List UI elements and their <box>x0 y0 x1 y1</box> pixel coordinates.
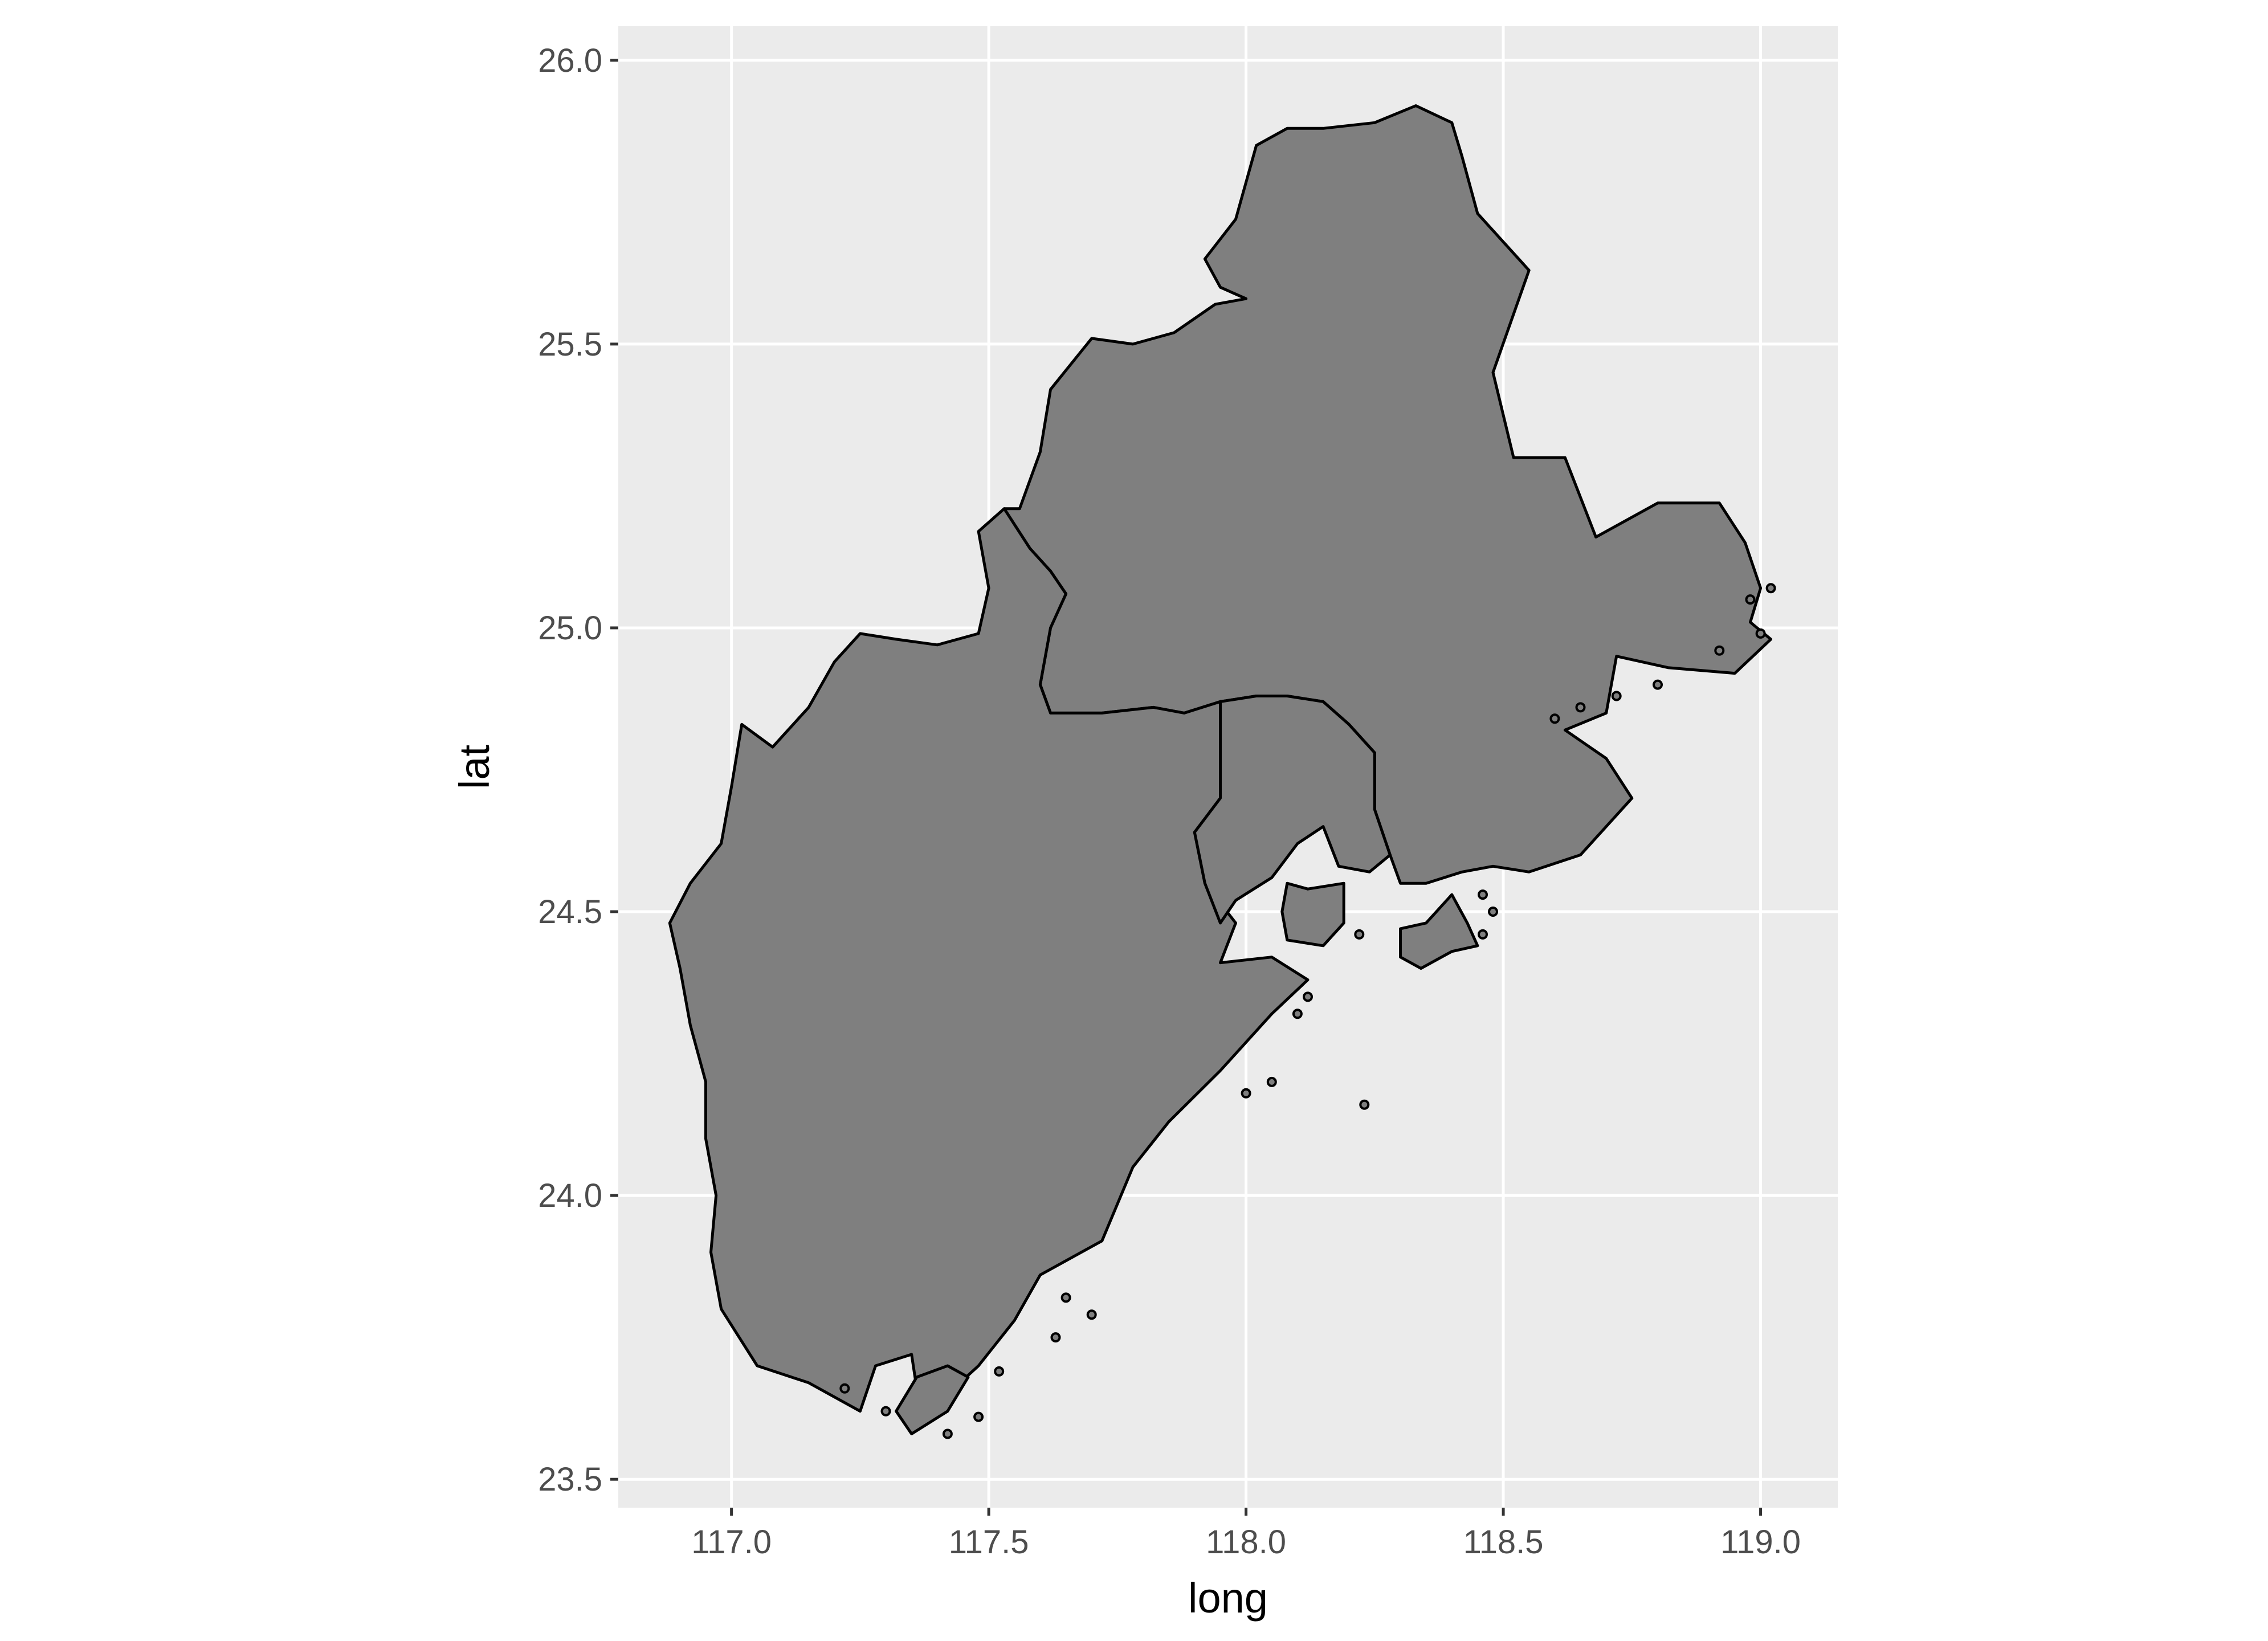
y-tick-label: 25.5 <box>538 326 602 363</box>
islet <box>1714 645 1725 656</box>
y-tick-label: 23.5 <box>538 1461 602 1498</box>
map-islets <box>839 583 1776 1439</box>
islet <box>839 1383 850 1394</box>
region-dongshan-island <box>895 1364 970 1435</box>
region-kinmen-island <box>1399 893 1479 970</box>
islet <box>1266 1076 1277 1087</box>
x-axis: 117.0 117.5 118.0 118.5 119.0 <box>691 1508 1801 1561</box>
islet <box>1478 929 1488 940</box>
islet <box>973 1411 984 1422</box>
y-axis: 23.5 24.0 24.5 25.0 25.5 26.0 <box>538 42 618 1498</box>
islet <box>1611 691 1622 701</box>
islet <box>994 1366 1005 1377</box>
islet <box>942 1428 953 1439</box>
islet <box>1653 679 1663 690</box>
islet <box>1745 594 1756 605</box>
islet <box>1086 1309 1097 1320</box>
y-axis-title: lat <box>451 744 498 789</box>
y-tick-label: 25.0 <box>538 610 602 647</box>
islet <box>1359 1099 1370 1110</box>
islet <box>1488 907 1498 917</box>
x-tick-label: 117.5 <box>949 1524 1029 1561</box>
y-tick-label: 24.5 <box>538 893 602 930</box>
y-tick-label: 26.0 <box>538 42 602 79</box>
islet <box>1060 1292 1071 1303</box>
islet <box>1303 991 1313 1002</box>
map-regions <box>668 104 1773 1435</box>
islet <box>1549 713 1560 724</box>
islet <box>1478 889 1488 900</box>
islet <box>1575 702 1586 713</box>
region-xiamen-island <box>1280 881 1345 948</box>
y-tick-label: 24.0 <box>538 1177 602 1214</box>
islet <box>1241 1088 1251 1099</box>
x-tick-label: 119.0 <box>1720 1524 1801 1561</box>
islet <box>1755 628 1766 639</box>
islet <box>1292 1009 1303 1019</box>
islet <box>1765 583 1776 594</box>
islet <box>880 1406 891 1417</box>
islet <box>1354 929 1365 940</box>
x-tick-label: 118.0 <box>1206 1524 1286 1561</box>
x-tick-label: 117.0 <box>691 1524 772 1561</box>
islet <box>1050 1332 1061 1343</box>
region-middle <box>1193 695 1392 925</box>
x-tick-label: 118.5 <box>1463 1524 1544 1561</box>
x-axis-title: long <box>1188 1574 1268 1622</box>
